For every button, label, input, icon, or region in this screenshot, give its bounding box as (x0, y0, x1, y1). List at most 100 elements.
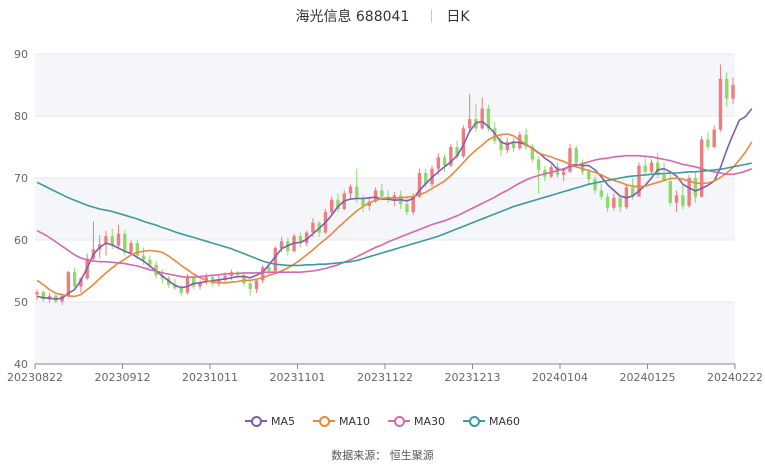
candle-body (656, 162, 660, 175)
x-axis: 20230822 20230912 20231011 20231101 20231122… (7, 363, 763, 384)
candle (72, 267, 77, 290)
candle-body (718, 78, 723, 130)
candle-body (411, 196, 415, 213)
candle (505, 137, 509, 154)
y-tick-label: 90 (14, 48, 28, 61)
candle (574, 145, 578, 166)
plot-band (35, 54, 735, 116)
candle-body (217, 279, 221, 284)
legend-item-ma60[interactable]: MA60 (463, 415, 520, 428)
candle-body (687, 178, 691, 206)
candle-body (562, 171, 566, 175)
candle-body (693, 178, 698, 197)
candle (549, 164, 553, 178)
candle (693, 171, 698, 203)
y-tick-label: 60 (14, 234, 28, 247)
candle-body (373, 190, 378, 202)
candle-body (511, 142, 516, 149)
candle (405, 196, 409, 216)
candle-body (424, 173, 428, 185)
y-axis: 40 50 60 70 80 90 (14, 48, 28, 371)
candle (179, 284, 183, 296)
x-tick-label: 20231122 (357, 371, 413, 384)
legend-label: MA5 (270, 414, 295, 428)
candle-body (499, 140, 503, 151)
legend-item-ma5[interactable]: MA5 (244, 414, 295, 428)
candle-body (311, 222, 315, 233)
candle (718, 64, 723, 132)
candle (417, 168, 422, 198)
candle-body (380, 190, 384, 197)
candle (361, 194, 365, 213)
candle (298, 232, 303, 248)
candle (681, 185, 685, 209)
candle-body (449, 147, 453, 166)
candle (712, 125, 716, 149)
candle (511, 137, 516, 152)
plot-band (35, 178, 735, 240)
chart-title: 海光信息 688041 (295, 9, 410, 25)
x-tick-label: 20240125 (620, 371, 676, 384)
candle-body (254, 280, 259, 289)
candle (612, 193, 616, 211)
candle-body (674, 195, 679, 203)
candle-body (141, 255, 146, 260)
candle-body (361, 199, 365, 206)
candle (725, 72, 729, 107)
candle-body (198, 282, 202, 287)
legend-item-ma30[interactable]: MA30 (388, 415, 445, 428)
x-tick-label: 20240104 (532, 371, 588, 384)
legend-swatch (244, 415, 267, 427)
candle-body (330, 199, 334, 213)
candle-body (336, 199, 340, 209)
candle-body (480, 108, 484, 129)
candle (198, 280, 202, 290)
candle-body (618, 197, 622, 208)
ma30-line (36, 154, 753, 279)
candle (593, 174, 597, 194)
x-tick-label: 20231011 (182, 371, 238, 384)
header-divider (431, 9, 433, 23)
candle-body (461, 128, 466, 157)
x-tick-label: 20230822 (7, 371, 63, 384)
candle-body (367, 201, 372, 206)
moving-average-lines (36, 108, 753, 300)
x-tick-label: 20231213 (445, 371, 501, 384)
candle-body (731, 85, 735, 99)
candle-body (242, 274, 246, 284)
legend-swatch (388, 415, 410, 427)
candle-body (630, 187, 635, 197)
candle-body (612, 197, 616, 208)
candle (605, 193, 610, 213)
candle (336, 193, 340, 213)
period-label[interactable]: 日K (446, 9, 470, 25)
y-tick-label: 40 (14, 358, 28, 371)
candle (499, 134, 503, 157)
candle (599, 184, 604, 200)
candle-body (116, 233, 121, 246)
candle (461, 125, 466, 159)
legend-swatch (312, 415, 335, 427)
legend-label: MA10 (338, 414, 370, 428)
candle-body (662, 174, 666, 182)
candle-body (355, 186, 359, 200)
candle (135, 240, 140, 259)
candle (380, 184, 384, 200)
candle-body (79, 278, 83, 287)
candle-body (530, 147, 535, 160)
candle (442, 154, 447, 172)
x-tick-label: 20230912 (95, 371, 151, 384)
candle-body (536, 159, 541, 170)
candle-body (72, 272, 77, 287)
candle-body (486, 108, 491, 129)
candle-body (35, 292, 39, 295)
candle-body (148, 259, 152, 265)
candle-body (455, 147, 459, 157)
candle-body (304, 232, 309, 244)
candle-body (179, 288, 183, 293)
candle (261, 264, 265, 284)
legend-item-ma10[interactable]: MA10 (312, 414, 370, 428)
candle (248, 280, 252, 296)
candle-body (637, 165, 641, 197)
ma10-line (36, 133, 753, 298)
